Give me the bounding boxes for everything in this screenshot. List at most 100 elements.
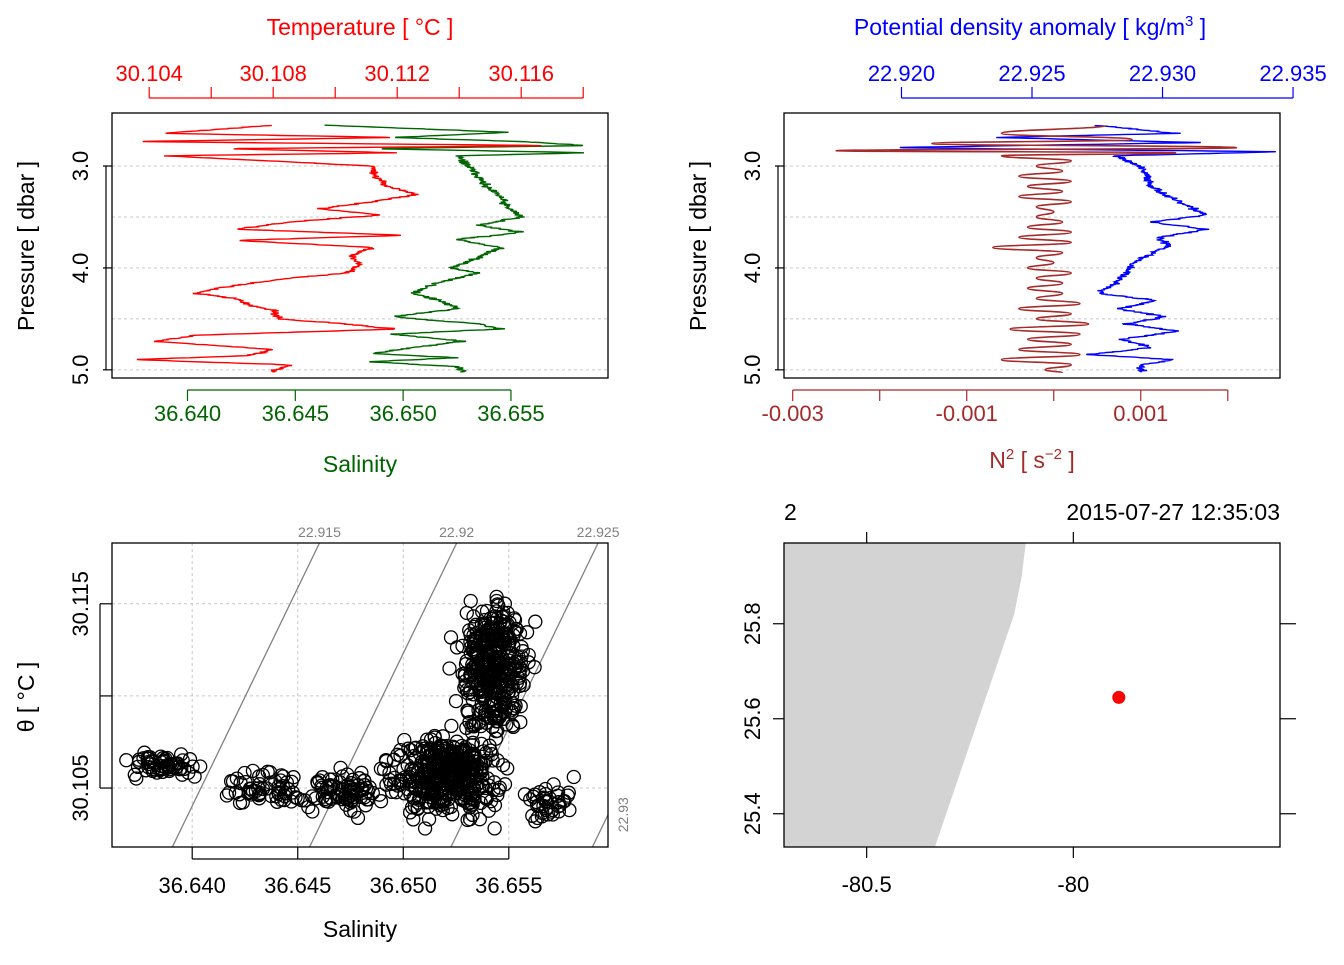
- ts-point: [340, 778, 355, 793]
- ts-point: [426, 776, 441, 792]
- ts-point: [233, 775, 248, 791]
- density-contour-labels: 22.915 22.92 22.925 22.93: [298, 524, 631, 832]
- ts-point: [500, 617, 515, 632]
- density-contour-label: 22.92: [439, 524, 474, 540]
- p1-plot-frame: [111, 112, 609, 379]
- ts-point: [284, 794, 299, 809]
- p2-gridlines: [784, 165, 1280, 371]
- ts-point: [438, 758, 453, 773]
- lon-tick-label: -80.5: [842, 872, 892, 897]
- p4-map-frame: [783, 542, 1281, 848]
- ts-point: [464, 668, 479, 683]
- y-tick-label: 3.0: [740, 151, 765, 182]
- y-tick-label: 30.105: [68, 754, 93, 821]
- ts-point: [475, 668, 490, 683]
- n2-profile: [835, 124, 1238, 374]
- p2-pressure-axis: 3.0 4.0 5.0: [740, 151, 784, 385]
- ts-point: [487, 821, 502, 836]
- ts-point: [274, 768, 289, 783]
- ts-point: [341, 779, 357, 795]
- p1-gridlines: [112, 165, 608, 371]
- x-tick-label: 36.655: [475, 873, 542, 898]
- ts-point: [476, 778, 491, 794]
- ts-point: [500, 761, 515, 776]
- salinity-axis-tick-label: 36.640: [154, 401, 221, 426]
- ts-point: [500, 605, 515, 621]
- p2-n2-label-sup: 2: [1006, 446, 1014, 463]
- ts-point: [324, 791, 339, 806]
- ts-point: [499, 717, 514, 732]
- density-contour-label: 22.93: [615, 797, 631, 832]
- ts-point: [525, 808, 540, 823]
- station-label: 2: [784, 499, 797, 525]
- ts-point: [434, 794, 450, 809]
- ts-point: [466, 609, 481, 624]
- ts-point: [488, 629, 503, 644]
- ts-point: [479, 603, 495, 619]
- panel-density-n2: 22.920 22.925 22.930 22.935 -0.003 -0.001 0.0…: [685, 13, 1327, 473]
- ts-point: [536, 790, 551, 805]
- ts-point: [506, 719, 521, 735]
- ts-point: [175, 767, 190, 782]
- ts-point: [325, 772, 340, 787]
- ts-point: [237, 765, 252, 781]
- ts-point: [534, 809, 550, 824]
- ts-point: [521, 647, 536, 663]
- ts-point: [495, 757, 511, 773]
- ts-point: [404, 800, 420, 815]
- p3-salinity-axis-label: Salinity: [323, 916, 398, 942]
- ts-point: [484, 693, 499, 709]
- ts-point: [501, 684, 516, 700]
- ts-point: [145, 753, 160, 769]
- ts-point: [376, 762, 392, 777]
- ts-point: [138, 763, 154, 778]
- density-axis-tick-label: 22.925: [998, 61, 1065, 86]
- ts-point: [335, 782, 350, 797]
- ts-point: [419, 762, 434, 777]
- ts-point: [129, 771, 144, 786]
- ts-point: [483, 794, 499, 809]
- density-contours: [171, 542, 609, 848]
- ts-point: [426, 795, 442, 810]
- ts-point: [301, 799, 316, 815]
- ts-point: [455, 666, 470, 682]
- temperature-profile: [136, 124, 542, 373]
- ts-point: [466, 719, 482, 734]
- ts-point: [467, 747, 482, 762]
- ts-point: [252, 791, 267, 806]
- ts-point: [479, 625, 495, 641]
- ts-point: [443, 630, 459, 645]
- ts-point: [173, 747, 189, 762]
- ts-point: [489, 589, 504, 605]
- p2-n2-axis: -0.003 -0.001 0.001: [762, 389, 1229, 426]
- ts-point: [492, 780, 507, 795]
- salinity-profile: [324, 124, 585, 373]
- ts-point: [417, 821, 433, 836]
- lat-tick-label: 25.6: [740, 697, 765, 740]
- ts-point: [519, 625, 535, 640]
- ts-point: [434, 761, 450, 776]
- ts-point: [480, 632, 496, 648]
- salinity-axis-tick-label: 36.655: [477, 401, 544, 426]
- ts-point: [478, 745, 494, 761]
- density-axis-tick-label: 22.920: [868, 61, 935, 86]
- p2-density-label-tail: ]: [1193, 14, 1206, 40]
- ts-point: [119, 753, 134, 768]
- ts-point: [182, 752, 198, 767]
- ts-point: [457, 772, 472, 788]
- ts-point: [480, 771, 495, 786]
- y-tick-label: 5.0: [68, 355, 93, 386]
- density-profile: [899, 124, 1276, 373]
- ts-point: [515, 663, 531, 679]
- p2-n2-label-text: N: [989, 447, 1006, 473]
- ts-point: [456, 759, 472, 774]
- ts-point: [463, 593, 478, 609]
- ts-point: [448, 693, 464, 709]
- ts-point: [453, 782, 468, 797]
- ts-point: [490, 597, 505, 612]
- density-contour-label: 22.915: [298, 524, 341, 540]
- p3-plot-frame: [111, 542, 609, 848]
- density-contour: [308, 542, 458, 848]
- p3-theta-axis-label: θ [ °C ]: [13, 662, 39, 733]
- density-line: [899, 124, 1276, 373]
